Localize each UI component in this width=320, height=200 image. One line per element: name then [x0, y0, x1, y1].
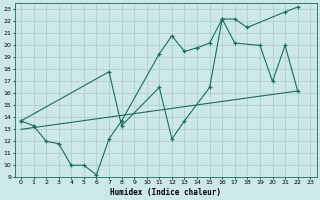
X-axis label: Humidex (Indice chaleur): Humidex (Indice chaleur): [110, 188, 221, 197]
